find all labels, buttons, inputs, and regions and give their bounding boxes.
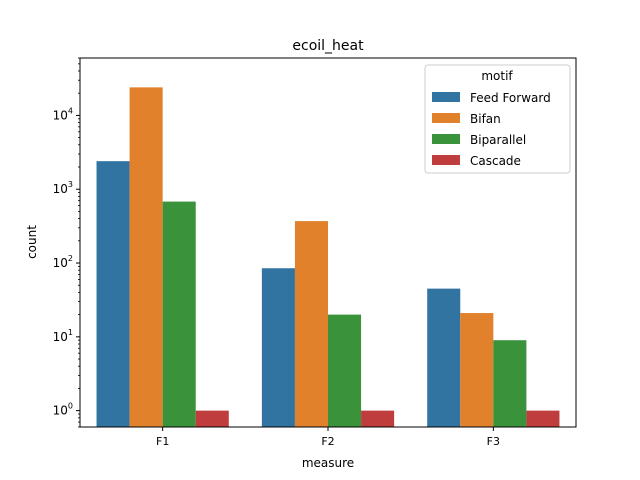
plot-frame xyxy=(79,57,577,428)
legend-items: Feed Forward Bifan Biparallel Cascade xyxy=(432,91,551,168)
legend-label: Bifan xyxy=(470,112,501,126)
x-tick-label: F3 xyxy=(487,435,500,448)
y-axis-label: count xyxy=(25,225,39,259)
bars-group xyxy=(96,87,560,427)
bar-biparallel-f1 xyxy=(162,201,196,427)
x-tick-label: F1 xyxy=(156,435,169,448)
bar-cascade-f3 xyxy=(526,410,560,427)
bar-bifan-f1 xyxy=(129,87,163,427)
y-tick-label: 103 xyxy=(53,180,73,196)
legend-label: Cascade xyxy=(470,154,521,168)
x-axis: F1 F2 F3 xyxy=(156,427,500,448)
x-axis-label: measure xyxy=(302,456,354,470)
y-axis: 100 101 102 103 104 xyxy=(53,57,80,428)
y-tick-label: 102 xyxy=(53,254,73,270)
legend-title: motif xyxy=(481,69,513,83)
legend-swatch xyxy=(432,155,460,165)
legend-swatch xyxy=(432,134,460,144)
bar-feed-forward-f3 xyxy=(427,288,461,427)
y-tick-label: 101 xyxy=(53,328,73,344)
legend-swatch xyxy=(432,113,460,123)
legend-label: Biparallel xyxy=(470,133,526,147)
bar-cascade-f2 xyxy=(361,410,395,427)
bar-feed-forward-f1 xyxy=(96,161,130,427)
bar-biparallel-f3 xyxy=(493,340,527,427)
y-tick-label: 104 xyxy=(53,106,73,122)
y-tick-label: 100 xyxy=(53,402,73,418)
legend: motif Feed Forward Bifan Biparallel Cascade xyxy=(424,64,571,174)
x-tick-label: F2 xyxy=(321,435,334,448)
legend-swatch xyxy=(432,92,460,102)
bar-feed-forward-f2 xyxy=(261,268,295,427)
legend-label: Feed Forward xyxy=(470,91,551,105)
legend-box xyxy=(424,64,571,174)
bar-cascade-f1 xyxy=(195,410,229,427)
bar-bifan-f3 xyxy=(460,313,494,427)
chart-title: ecoil_heat xyxy=(292,38,364,54)
bar-bifan-f2 xyxy=(294,221,328,427)
bar-biparallel-f2 xyxy=(328,314,362,427)
